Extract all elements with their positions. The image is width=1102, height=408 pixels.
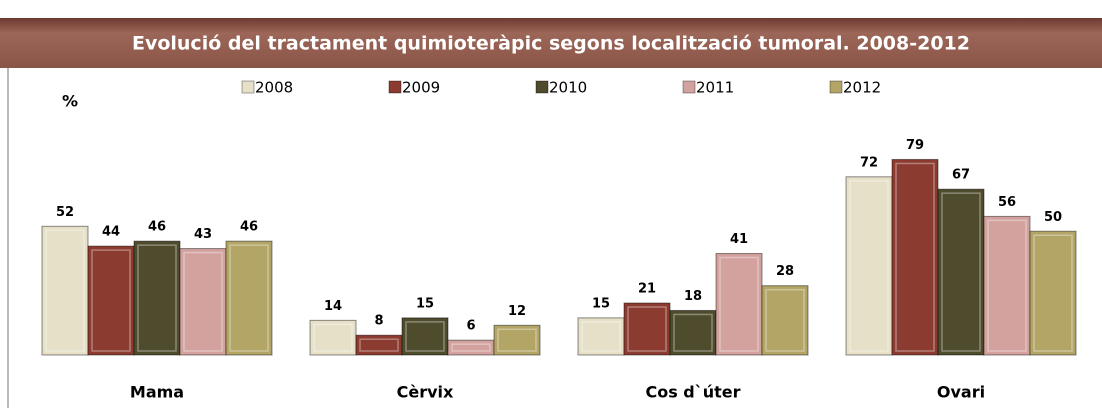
data-label: 28 bbox=[776, 264, 794, 279]
bar bbox=[669, 309, 717, 356]
data-label: 15 bbox=[592, 296, 610, 311]
legend-label: 2012 bbox=[843, 79, 881, 97]
bar-bevel bbox=[359, 338, 399, 352]
x-tick-label: Cèrvix bbox=[397, 383, 454, 402]
bar-bevel bbox=[581, 321, 621, 352]
legend-swatch bbox=[388, 80, 402, 94]
bar bbox=[179, 248, 227, 356]
bar bbox=[401, 317, 449, 356]
bar-bevel bbox=[137, 244, 177, 352]
bar-bevel bbox=[229, 244, 269, 352]
legend-label: 2009 bbox=[402, 79, 440, 97]
legend-label: 2008 bbox=[255, 79, 293, 97]
bar-bevel bbox=[497, 328, 537, 352]
bar-bevel bbox=[91, 249, 131, 352]
data-label: 44 bbox=[102, 225, 120, 240]
data-label: 21 bbox=[638, 282, 656, 297]
bar-bevel bbox=[941, 192, 981, 352]
x-tick-label: Mama bbox=[130, 383, 184, 402]
data-label: 6 bbox=[466, 319, 475, 334]
bar bbox=[845, 176, 893, 356]
legend-label: 2010 bbox=[549, 79, 587, 97]
data-label: 46 bbox=[148, 220, 166, 235]
bar-bevel bbox=[405, 321, 445, 352]
legend-swatch bbox=[241, 80, 255, 94]
bar bbox=[761, 285, 809, 356]
bar-bevel bbox=[313, 323, 353, 352]
bar-bevel bbox=[673, 313, 713, 352]
legend-label: 2011 bbox=[696, 79, 734, 97]
data-label: 79 bbox=[906, 138, 924, 153]
data-label: 41 bbox=[730, 232, 748, 247]
data-label: 8 bbox=[374, 314, 383, 329]
bar bbox=[983, 215, 1031, 356]
data-label: 50 bbox=[1044, 210, 1062, 225]
legend-swatch bbox=[535, 80, 549, 94]
data-label: 15 bbox=[416, 296, 434, 311]
x-tick-label: Cos d`úter bbox=[645, 383, 740, 402]
bar bbox=[225, 240, 273, 356]
data-label: 14 bbox=[324, 299, 342, 314]
bar bbox=[41, 225, 89, 356]
x-tick-label: Ovari bbox=[937, 383, 985, 402]
bar-bevel bbox=[627, 306, 667, 352]
title-banner bbox=[0, 18, 1102, 68]
bar bbox=[493, 324, 541, 356]
data-label: 52 bbox=[56, 205, 74, 220]
bar bbox=[355, 334, 403, 356]
bar-bevel bbox=[719, 256, 759, 352]
bar bbox=[937, 188, 985, 356]
data-label: 56 bbox=[998, 195, 1016, 210]
bar-bevel bbox=[895, 162, 935, 352]
bar-bevel bbox=[849, 180, 889, 352]
bar bbox=[87, 245, 135, 356]
bar-bevel bbox=[451, 343, 491, 352]
bar bbox=[891, 158, 939, 356]
bar-bevel bbox=[987, 219, 1027, 352]
bar bbox=[623, 302, 671, 356]
bar-bevel bbox=[1033, 234, 1073, 352]
bar-bevel bbox=[183, 251, 223, 352]
data-label: 72 bbox=[860, 155, 878, 170]
bar bbox=[577, 317, 625, 356]
bar bbox=[133, 240, 181, 356]
data-label: 12 bbox=[508, 304, 526, 319]
data-label: 18 bbox=[684, 289, 702, 304]
bar bbox=[309, 319, 357, 356]
bar bbox=[447, 339, 495, 356]
bar-bevel bbox=[765, 288, 805, 352]
y-axis-label: % bbox=[62, 92, 78, 111]
bar bbox=[1029, 230, 1077, 356]
bar bbox=[715, 253, 763, 356]
data-label: 46 bbox=[240, 220, 258, 235]
bar-bevel bbox=[45, 229, 85, 352]
chart-title: Evolució del tractament quimioteràpic se… bbox=[132, 33, 970, 55]
legend-swatch bbox=[829, 80, 843, 94]
legend-swatch bbox=[682, 80, 696, 94]
data-label: 67 bbox=[952, 168, 970, 183]
data-label: 43 bbox=[194, 227, 212, 242]
